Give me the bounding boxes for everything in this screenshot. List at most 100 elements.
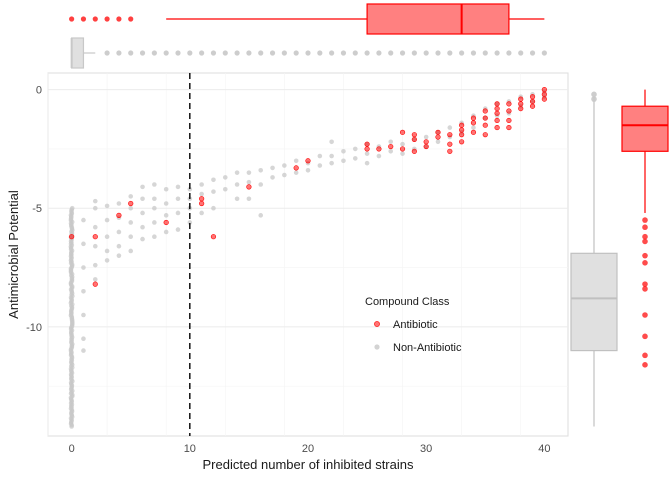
antibiotic-point [399, 146, 406, 152]
y-marginal-outlier [591, 91, 597, 98]
x-marginal-outlier [364, 50, 370, 56]
x-marginal-outlier [92, 16, 98, 22]
y-marginal-outlier [642, 238, 648, 245]
non-antibiotic-point [329, 160, 334, 166]
antibiotic-point [388, 143, 394, 150]
antibiotic-point [246, 184, 252, 190]
non-antibiotic-point [187, 186, 193, 192]
x-marginal-outlier [423, 50, 429, 56]
non-antibiotic-point [258, 182, 264, 187]
non-antibiotic-point [471, 125, 476, 130]
non-antibiotic-point [376, 153, 382, 159]
non-antibiotic-point [152, 196, 157, 202]
x-marginal-boxplots [69, 3, 547, 69]
y-marginal-box [621, 105, 669, 152]
x-marginal-outlier [459, 50, 465, 56]
legend-title: Compound Class [365, 296, 450, 308]
y-marginal-outlier [642, 312, 648, 318]
non-antibiotic-point [128, 205, 134, 211]
antibiotic-point [459, 132, 465, 138]
non-antibiotic-point [246, 179, 252, 185]
y-marginal-outlier [642, 281, 648, 287]
non-antibiotic-point [270, 165, 275, 171]
y-marginal-outlier [591, 96, 597, 102]
non-antibiotic-point [199, 182, 204, 187]
x-marginal-outlier [163, 50, 169, 56]
non-antibiotic-point [352, 156, 358, 161]
non-antibiotic-point [400, 141, 405, 147]
antibiotic-points [69, 87, 547, 287]
plot-panel [47, 72, 569, 437]
non-antibiotic-point [92, 262, 98, 268]
x-marginal-outlier [388, 50, 394, 56]
non-antibiotic-point [116, 253, 122, 258]
y-tick-label: -10 [26, 322, 42, 334]
x-tick-label: 40 [538, 443, 550, 455]
x-marginal-outlier [435, 50, 441, 56]
antibiotic-point [376, 146, 382, 152]
non-antibiotic-point [222, 186, 228, 192]
non-antibiotic-point [364, 151, 370, 156]
antibiotic-point [518, 105, 524, 112]
non-antibiotic-point [81, 312, 86, 318]
x-marginal-outlier [447, 50, 453, 56]
non-antibiotic-point [81, 217, 86, 223]
legend-label: Non-Antibiotic [393, 342, 462, 354]
x-marginal-outlier [470, 50, 477, 56]
non-antibiotic-point [388, 148, 394, 154]
x-marginal-outlier [104, 16, 110, 22]
x-marginal-box [366, 3, 510, 35]
antibiotic-point [447, 148, 453, 154]
non-antibiotic-point [140, 184, 145, 190]
antibiotic-point [435, 129, 441, 135]
antibiotic-point [305, 158, 311, 164]
non-antibiotic-point [175, 196, 181, 202]
non-antibiotic-point [128, 234, 134, 240]
antibiotic-point [494, 105, 500, 112]
non-antibiotic-point [152, 234, 157, 240]
antibiotic-point [411, 132, 417, 138]
x-marginal-outlier [411, 50, 417, 56]
antibiotic-point [423, 143, 429, 150]
y-marginal-outlier [642, 260, 648, 266]
non-antibiotic-point [128, 248, 134, 254]
antibiotic-point [482, 115, 488, 121]
non-antibiotic-point [329, 153, 334, 159]
y-tick-labels: 0 -5 -10 [26, 85, 42, 334]
non-antibiotic-point [104, 248, 110, 254]
antibiotic-point [506, 101, 512, 107]
y-tick-label: -5 [32, 203, 42, 215]
y-marginal-outlier [642, 224, 648, 231]
antibiotic-point [482, 108, 488, 114]
non-antibiotic-point [104, 258, 110, 263]
antibiotic-point [293, 165, 299, 171]
non-antibiotic-point [388, 139, 394, 145]
non-antibiotic-point [341, 148, 346, 154]
non-antibiotic-point [199, 210, 204, 216]
non-antibiotic-point [140, 196, 145, 202]
antibiotic-point [411, 148, 417, 154]
antibiotic-point [494, 110, 500, 116]
non-antibiotic-point [116, 201, 122, 206]
y-tick-label: 0 [36, 85, 42, 97]
y-marginal-outlier [642, 217, 648, 223]
antibiotic-point [92, 281, 98, 287]
antibiotic-point [494, 124, 500, 131]
x-marginal-outlier [329, 50, 335, 56]
non-antibiotic-point [317, 153, 323, 159]
antibiotic-point [494, 101, 500, 107]
antibiotic-point [541, 87, 547, 93]
non-antibiotic-point [282, 163, 287, 168]
non-antibiotic-point [234, 182, 240, 187]
non-antibiotic-point [81, 241, 86, 247]
y-marginal-outlier [642, 333, 648, 340]
non-antibiotic-point [81, 348, 86, 353]
antibiotic-point [470, 129, 477, 135]
antibiotic-point [541, 96, 547, 102]
y-marginal-outlier [642, 286, 648, 292]
non-antibiotic-point [152, 182, 157, 187]
x-tick-label: 0 [69, 443, 75, 455]
non-antibiotic-point [92, 243, 98, 249]
x-marginal-outlier [222, 50, 228, 56]
x-marginal-outlier [293, 50, 299, 56]
